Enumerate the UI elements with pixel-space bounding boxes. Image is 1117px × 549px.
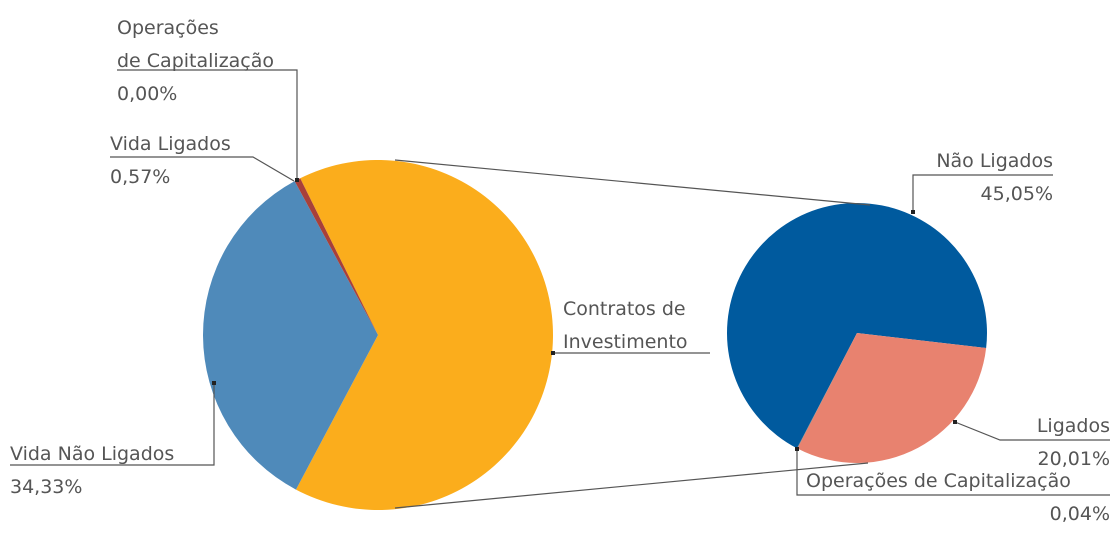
pie-slice [726, 202, 987, 449]
leader-dot [795, 447, 799, 451]
leader [954, 421, 1110, 441]
connector [394, 462, 869, 509]
label: Vida Ligados [110, 133, 231, 155]
pie-slice [300, 178, 378, 335]
connector [394, 159, 871, 206]
pie-slice [202, 181, 378, 490]
pie-slice [295, 159, 553, 511]
leader-dot [295, 178, 299, 182]
label: 0,00% [117, 83, 178, 105]
leader [117, 69, 298, 180]
label: 45,05% [980, 183, 1053, 205]
connector-lines [394, 159, 871, 509]
label: Operações de Capitalização [117, 17, 275, 72]
pie-slice [796, 333, 857, 449]
pie-slice [294, 178, 378, 335]
label: 34,33% [10, 476, 83, 498]
slices [202, 159, 987, 511]
leader-dot [953, 420, 957, 424]
leader [110, 156, 295, 182]
label: Contratos de Investimento [563, 298, 688, 353]
label: 20,01% [1037, 448, 1110, 470]
leader [912, 174, 1053, 212]
label: 0,57% [110, 166, 171, 188]
label: Ligados [1036, 415, 1110, 437]
label: Não Ligados [936, 150, 1053, 172]
leader-dot [212, 381, 216, 385]
leader-lines [10, 69, 1110, 496]
leader-dot [551, 351, 555, 355]
leader [796, 449, 1110, 496]
leader [10, 383, 215, 466]
label: Vida Não Ligados [10, 443, 175, 465]
leader-dot [911, 210, 915, 214]
pie-slice [797, 333, 987, 464]
label: Operações de Capitalização [806, 470, 1071, 492]
label: 0,04% [1049, 503, 1110, 525]
